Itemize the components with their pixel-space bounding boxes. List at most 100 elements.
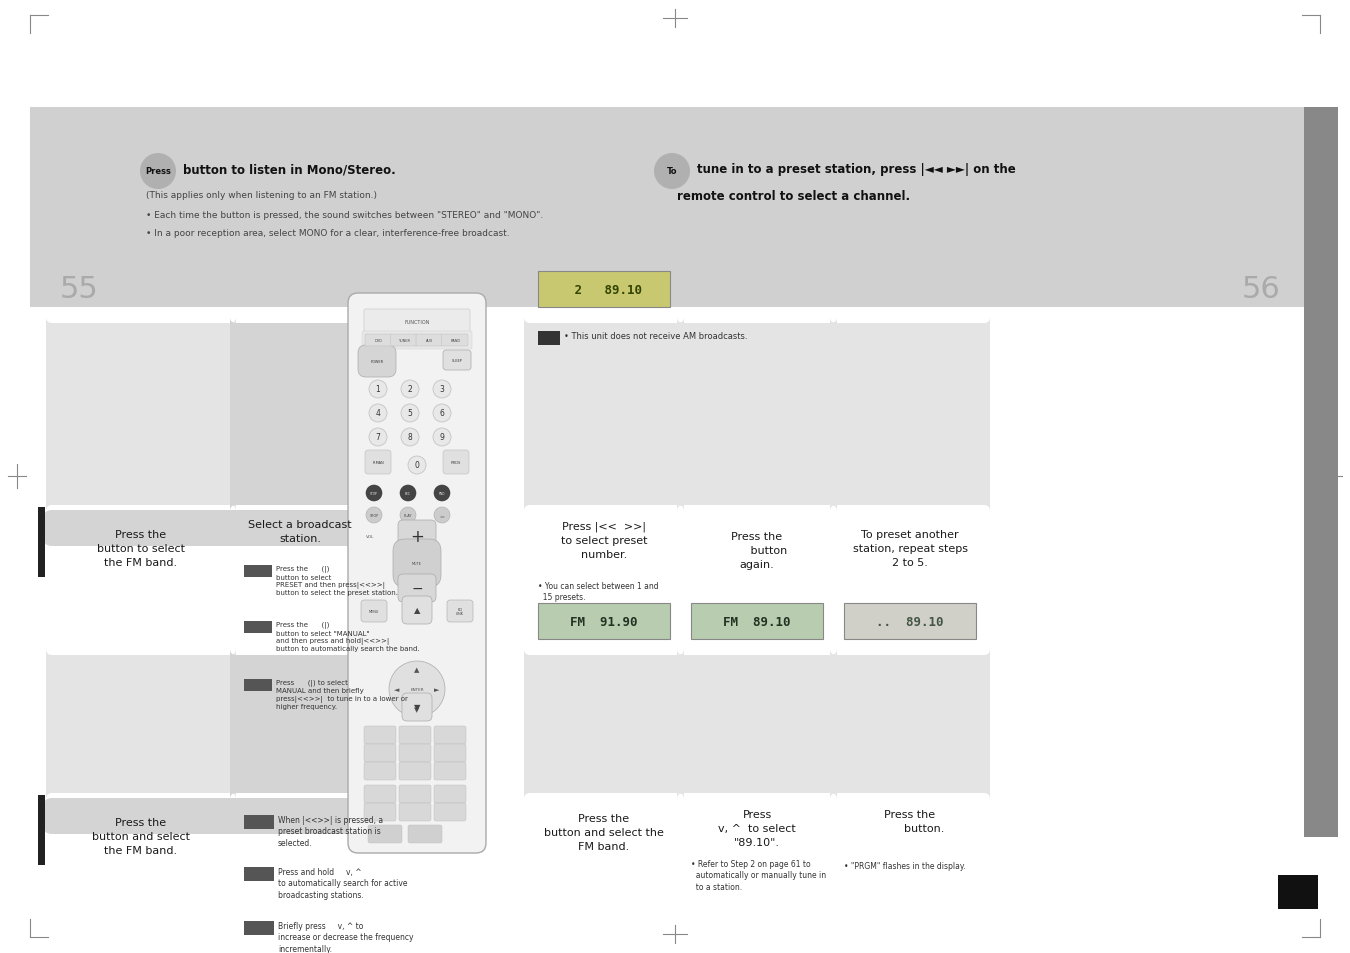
Text: Press and hold     v, ^
to automatically search for active
broadcasting stations: Press and hold v, ^ to automatically sea…: [278, 867, 408, 899]
FancyBboxPatch shape: [364, 451, 391, 475]
Bar: [244, 921, 274, 935]
FancyBboxPatch shape: [447, 600, 472, 622]
Text: 0: 0: [414, 461, 420, 470]
FancyBboxPatch shape: [364, 785, 396, 803]
Text: +: +: [410, 527, 424, 545]
Text: Press the
       button
again.: Press the button again.: [726, 532, 787, 569]
Text: BAND: BAND: [450, 338, 460, 343]
Text: MUTE: MUTE: [412, 561, 423, 565]
Text: tune in to a preset station, press |◄◄ ►►| on the: tune in to a preset station, press |◄◄ ►…: [697, 163, 1015, 176]
Text: Press      (|) to select
MANUAL and then briefly
press|<<>>|  to tune in to a lo: Press (|) to select MANUAL and then brie…: [275, 679, 408, 710]
FancyBboxPatch shape: [46, 649, 236, 800]
Circle shape: [408, 456, 427, 475]
Text: −: −: [412, 581, 423, 596]
FancyBboxPatch shape: [400, 726, 431, 744]
Text: Briefly press     v, ^ to
increase or decrease the frequency
incrementally.: Briefly press v, ^ to increase or decrea…: [278, 921, 413, 953]
FancyBboxPatch shape: [524, 649, 684, 800]
Text: STOP: STOP: [370, 514, 378, 517]
Circle shape: [389, 661, 446, 718]
Text: ◄: ◄: [394, 686, 400, 692]
FancyBboxPatch shape: [358, 346, 396, 377]
Text: ▲: ▲: [414, 666, 420, 672]
Text: • You can select between 1 and
  15 presets.: • You can select between 1 and 15 preset…: [539, 581, 659, 601]
Text: POWER: POWER: [370, 359, 383, 364]
Text: • Refer to Step 2 on page 61 to
  automatically or manually tune in
  to a stati: • Refer to Step 2 on page 61 to automati…: [691, 859, 826, 891]
Text: AUX: AUX: [427, 338, 433, 343]
FancyBboxPatch shape: [364, 335, 391, 347]
FancyBboxPatch shape: [416, 335, 443, 347]
Text: Press the
        button.: Press the button.: [876, 809, 944, 833]
Text: DVD: DVD: [375, 338, 382, 343]
FancyBboxPatch shape: [400, 762, 431, 781]
FancyBboxPatch shape: [433, 726, 466, 744]
Text: FUNCTION: FUNCTION: [404, 319, 429, 324]
Text: R-MAN: R-MAN: [373, 460, 383, 464]
Text: 3: 3: [440, 385, 444, 395]
Circle shape: [401, 405, 418, 422]
FancyBboxPatch shape: [830, 649, 990, 800]
Bar: [1278, 875, 1318, 909]
FancyBboxPatch shape: [390, 335, 417, 347]
Bar: [244, 565, 271, 578]
FancyBboxPatch shape: [230, 317, 370, 512]
Text: Press
v, ^  to select
"89.10".: Press v, ^ to select "89.10".: [718, 809, 796, 847]
Text: button to listen in Mono/Stereo.: button to listen in Mono/Stereo.: [184, 163, 396, 176]
Bar: [539, 272, 670, 308]
FancyBboxPatch shape: [400, 785, 431, 803]
Text: Press the
button and select
the FM band.: Press the button and select the FM band.: [92, 817, 190, 855]
Text: remote control to select a channel.: remote control to select a channel.: [676, 190, 910, 202]
FancyBboxPatch shape: [443, 451, 468, 475]
FancyBboxPatch shape: [400, 744, 431, 762]
Circle shape: [369, 405, 387, 422]
Text: PLAY: PLAY: [404, 514, 412, 517]
Text: • "PRGM" flashes in the display.: • "PRGM" flashes in the display.: [844, 862, 965, 870]
FancyBboxPatch shape: [364, 744, 396, 762]
Text: To: To: [667, 168, 678, 176]
Text: ▼: ▼: [414, 706, 420, 712]
Circle shape: [433, 429, 451, 447]
Circle shape: [401, 380, 418, 398]
FancyBboxPatch shape: [46, 317, 236, 512]
Text: Press the
button and select the
FM band.: Press the button and select the FM band.: [544, 813, 664, 851]
FancyBboxPatch shape: [43, 799, 392, 834]
Text: When |<<>>| is pressed, a
preset broadcast station is
selected.: When |<<>>| is pressed, a preset broadca…: [278, 815, 383, 847]
FancyBboxPatch shape: [433, 785, 466, 803]
Circle shape: [400, 485, 416, 501]
Text: 5: 5: [408, 409, 413, 418]
Text: Press the      (|)
button to select
PRESET and then press|<<>>|
button to select: Press the (|) button to select PRESET an…: [275, 565, 398, 596]
Bar: [244, 867, 274, 882]
Bar: [38, 507, 45, 578]
Text: • This unit does not receive AM broadcasts.: • This unit does not receive AM broadcas…: [564, 332, 748, 340]
FancyBboxPatch shape: [441, 335, 468, 347]
Bar: [244, 679, 271, 691]
Text: Press |<<  >>|
to select preset
number.: Press |<< >>| to select preset number.: [560, 521, 647, 560]
FancyBboxPatch shape: [398, 575, 436, 602]
Text: 2   89.10: 2 89.10: [567, 283, 641, 296]
Circle shape: [366, 485, 382, 501]
Text: FM  89.10: FM 89.10: [724, 615, 791, 628]
FancyBboxPatch shape: [433, 803, 466, 821]
Text: • In a poor reception area, select MONO for a clear, interference-free broadcast: • In a poor reception area, select MONO …: [146, 230, 510, 238]
FancyBboxPatch shape: [400, 803, 431, 821]
FancyBboxPatch shape: [364, 310, 470, 334]
Circle shape: [366, 507, 382, 523]
FancyBboxPatch shape: [364, 803, 396, 821]
Text: 55: 55: [59, 275, 99, 304]
FancyBboxPatch shape: [364, 726, 396, 744]
FancyBboxPatch shape: [830, 317, 990, 512]
Text: 1: 1: [375, 385, 381, 395]
Text: MENU: MENU: [369, 609, 379, 614]
Bar: [244, 621, 271, 634]
FancyBboxPatch shape: [393, 539, 441, 587]
Circle shape: [401, 429, 418, 447]
Text: REC: REC: [405, 492, 410, 496]
Circle shape: [433, 405, 451, 422]
Text: TUNER: TUNER: [398, 338, 410, 343]
Text: ▲: ▲: [413, 606, 420, 615]
FancyBboxPatch shape: [443, 351, 471, 371]
Bar: [539, 603, 670, 639]
FancyBboxPatch shape: [408, 825, 441, 843]
Text: To preset another
station, repeat steps
2 to 5.: To preset another station, repeat steps …: [852, 530, 968, 567]
Bar: [539, 332, 560, 346]
FancyBboxPatch shape: [360, 600, 387, 622]
